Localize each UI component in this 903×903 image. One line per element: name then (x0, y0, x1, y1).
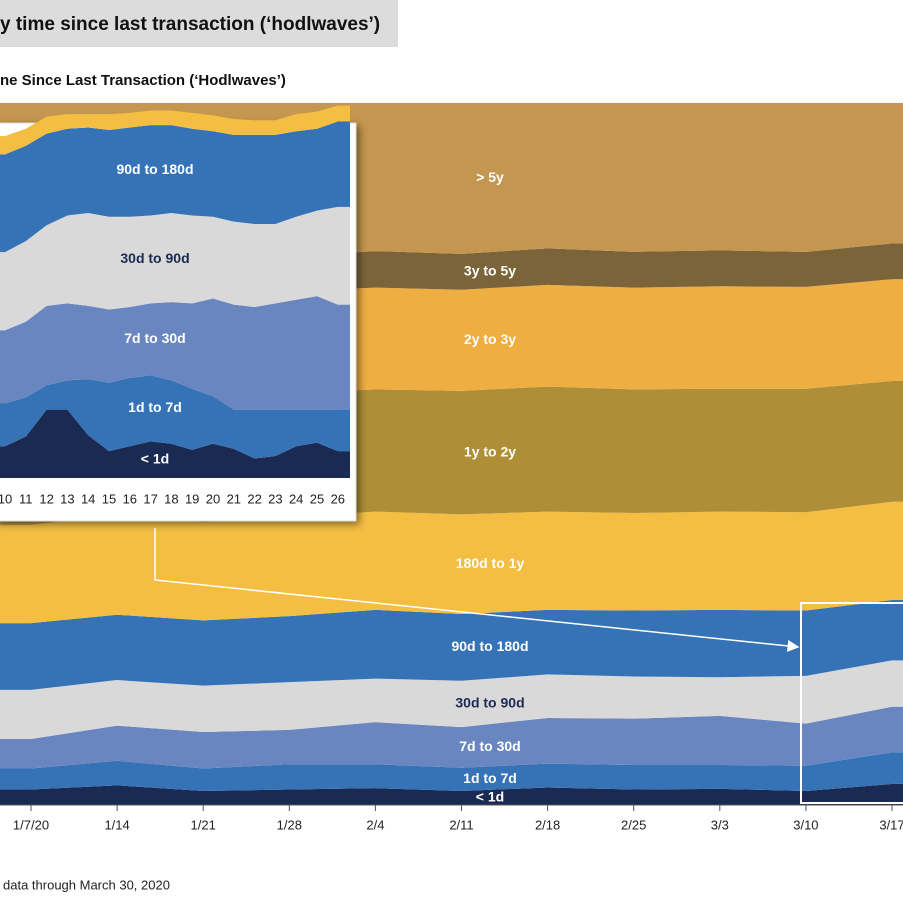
area-edge (337, 409, 350, 452)
area-band (31, 660, 892, 740)
x-tick-label: 11 (19, 491, 33, 506)
area-edge (891, 752, 903, 784)
inset-chart: < 1d 1d to 7d 7d to 30d 30d to 90d 90d to 18… (0, 105, 350, 506)
x-tick-label: 26 (331, 491, 345, 506)
x-tick-label: 1/21 (191, 817, 216, 832)
footnote: data through March 30, 2020 (3, 877, 170, 892)
subtitle: ne Since Last Transaction (‘Hodlwaves’) (0, 72, 286, 89)
area-edge (0, 524, 32, 624)
area-edge (0, 330, 6, 404)
x-tick-label: 23 (268, 491, 282, 506)
x-tick-label: 3/3 (711, 817, 729, 832)
x-tick-label: 21 (227, 491, 241, 506)
area-edge (891, 380, 903, 502)
area-band (31, 600, 892, 690)
title: y time since last transaction (‘hodlwave… (0, 14, 380, 35)
area-band (5, 105, 338, 155)
band-label: 1y to 2y (464, 443, 516, 459)
x-tick-label: 15 (102, 491, 116, 506)
band-label: 7d to 30d (124, 330, 185, 346)
x-tick-label: 1/28 (277, 817, 302, 832)
band-label: 30d to 90d (120, 250, 189, 266)
band-label: 1d to 7d (128, 399, 182, 415)
area-edge (891, 706, 903, 753)
x-tick-label: 10 (0, 491, 12, 506)
area-band (31, 706, 892, 769)
area-band (31, 501, 892, 624)
x-tick-label: 22 (247, 491, 261, 506)
band-label: 180d to 1y (456, 555, 525, 571)
x-tick-label: 17 (143, 491, 157, 506)
title-bar (0, 0, 398, 47)
x-tick-label: 19 (185, 491, 199, 506)
band-label: 1d to 7d (463, 770, 517, 786)
area-band (31, 752, 892, 791)
area-edge (337, 206, 350, 305)
x-tick-label: 14 (81, 491, 95, 506)
band-label: > 5y (476, 169, 504, 185)
band-label: 2y to 3y (464, 331, 516, 347)
area-edge (891, 243, 903, 280)
area-edge (891, 600, 903, 661)
band-label: < 1d (141, 450, 169, 466)
area-band (5, 409, 338, 478)
highlight-box (800, 602, 903, 804)
area-edge (0, 768, 32, 790)
area-edge (891, 783, 903, 805)
area-edge (0, 252, 6, 331)
area-edge (337, 451, 350, 478)
x-tick-label: 12 (39, 491, 53, 506)
area-edge (0, 739, 32, 769)
x-tick-label: 2/4 (366, 817, 384, 832)
area-band (5, 375, 338, 459)
x-tick-label: 25 (310, 491, 324, 506)
area-edge (891, 501, 903, 601)
x-tick-label: 1/14 (104, 817, 129, 832)
x-tick-label: 1/7/20 (13, 817, 49, 832)
band-label: 3y to 5y (464, 263, 516, 279)
x-tick-label: 2/11 (449, 817, 473, 832)
area-edge (0, 689, 32, 740)
zoom-arrow (154, 528, 800, 652)
area-band (5, 121, 338, 253)
area-edge (0, 446, 6, 478)
area-edge (891, 103, 903, 244)
area-edge (337, 304, 350, 410)
band-label: 90d to 180d (451, 638, 528, 654)
area-band (5, 296, 338, 410)
band-label: 7d to 30d (459, 738, 520, 754)
area-edge (891, 279, 903, 381)
x-tick-label: 18 (164, 491, 178, 506)
area-edge (337, 105, 350, 122)
x-tick-label: 20 (206, 491, 220, 506)
x-tick-label: 16 (123, 491, 137, 506)
area-edge (0, 136, 6, 155)
x-tick-label: 2/25 (621, 817, 646, 832)
area-edge (891, 660, 903, 707)
x-tick-label: 13 (60, 491, 74, 506)
area-edge (0, 154, 6, 253)
area-edge (0, 623, 32, 690)
x-tick-label: 3/17 (879, 817, 903, 832)
band-label: < 1d (476, 789, 504, 805)
band-label: 90d to 180d (116, 161, 193, 177)
area-edge (337, 121, 350, 207)
area-edge (0, 789, 32, 805)
x-tick-label: 2/18 (535, 817, 560, 832)
x-tick-label: 24 (289, 491, 303, 506)
band-label: 30d to 90d (455, 695, 524, 711)
area-band (5, 206, 338, 331)
x-tick-label: 3/10 (793, 817, 818, 832)
area-edge (0, 403, 6, 447)
